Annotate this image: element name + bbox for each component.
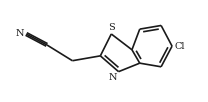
Text: N: N [16,29,24,38]
Text: N: N [109,73,117,82]
Text: S: S [108,23,115,32]
Text: Cl: Cl [175,42,186,51]
